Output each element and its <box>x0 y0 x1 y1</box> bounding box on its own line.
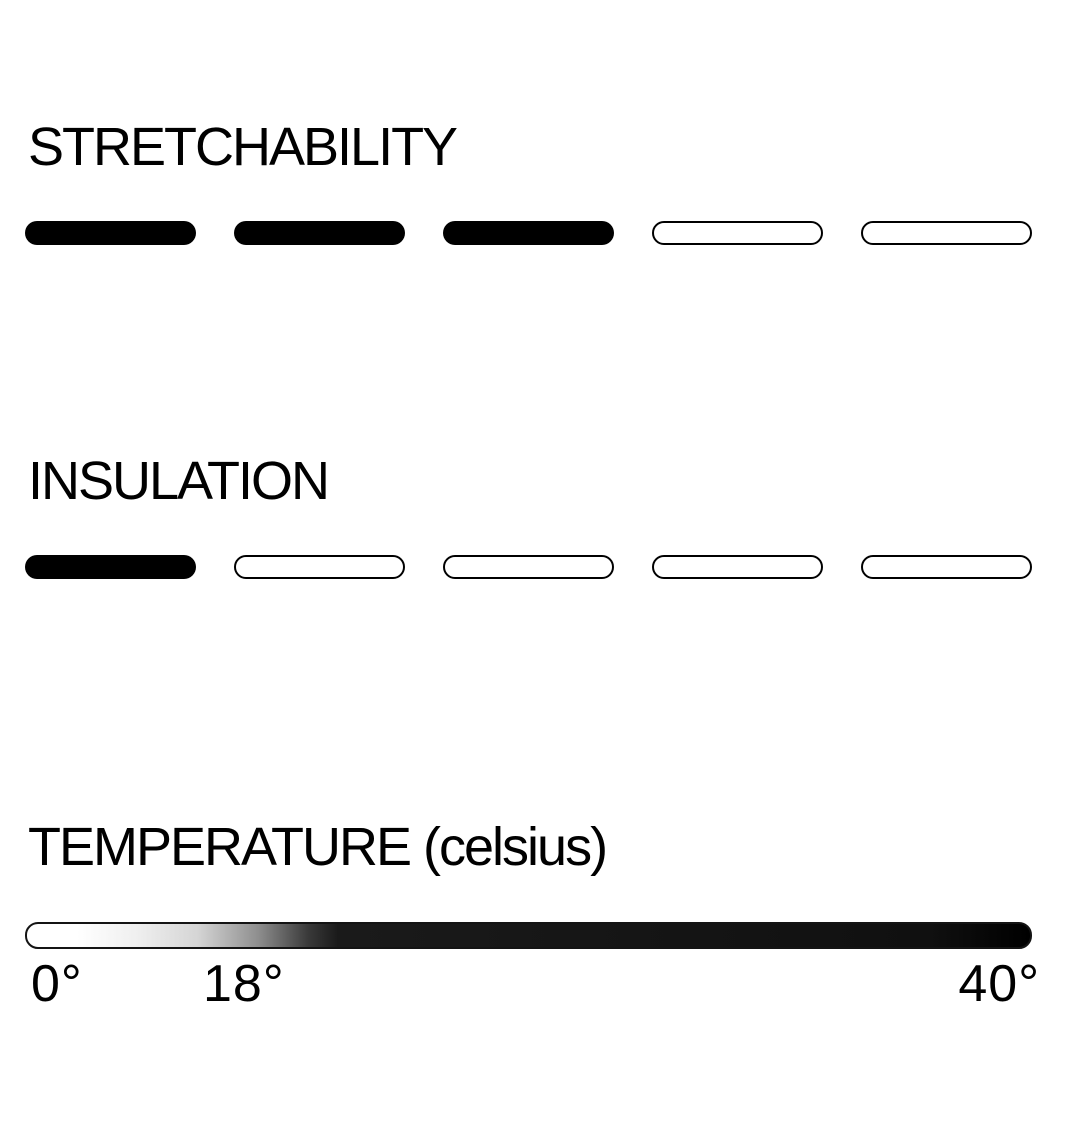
temp-label-min: 0° <box>31 955 83 1013</box>
rating-pill-empty <box>861 221 1032 245</box>
rating-pill-empty <box>652 555 823 579</box>
rating-pill-empty <box>234 555 405 579</box>
rating-pill-empty <box>861 555 1032 579</box>
temperature-scale-labels: 0° 18° 40° <box>25 955 1039 1018</box>
insulation-rating <box>25 555 1032 579</box>
temperature-title: TEMPERATURE (celsius) <box>28 817 608 877</box>
stretchability-title: STRETCHABILITY <box>28 117 458 177</box>
rating-pill-empty <box>652 221 823 245</box>
stretchability-rating <box>25 221 1032 245</box>
rating-pill-filled <box>25 555 196 579</box>
temperature-gradient-bar <box>25 922 1032 949</box>
insulation-title: INSULATION <box>28 451 330 511</box>
rating-pill-filled <box>25 221 196 245</box>
rating-pill-filled <box>234 221 405 245</box>
temp-label-mid: 18° <box>203 955 285 1013</box>
temp-label-max: 40° <box>958 955 1040 1013</box>
rating-pill-filled <box>443 221 614 245</box>
rating-pill-empty <box>443 555 614 579</box>
